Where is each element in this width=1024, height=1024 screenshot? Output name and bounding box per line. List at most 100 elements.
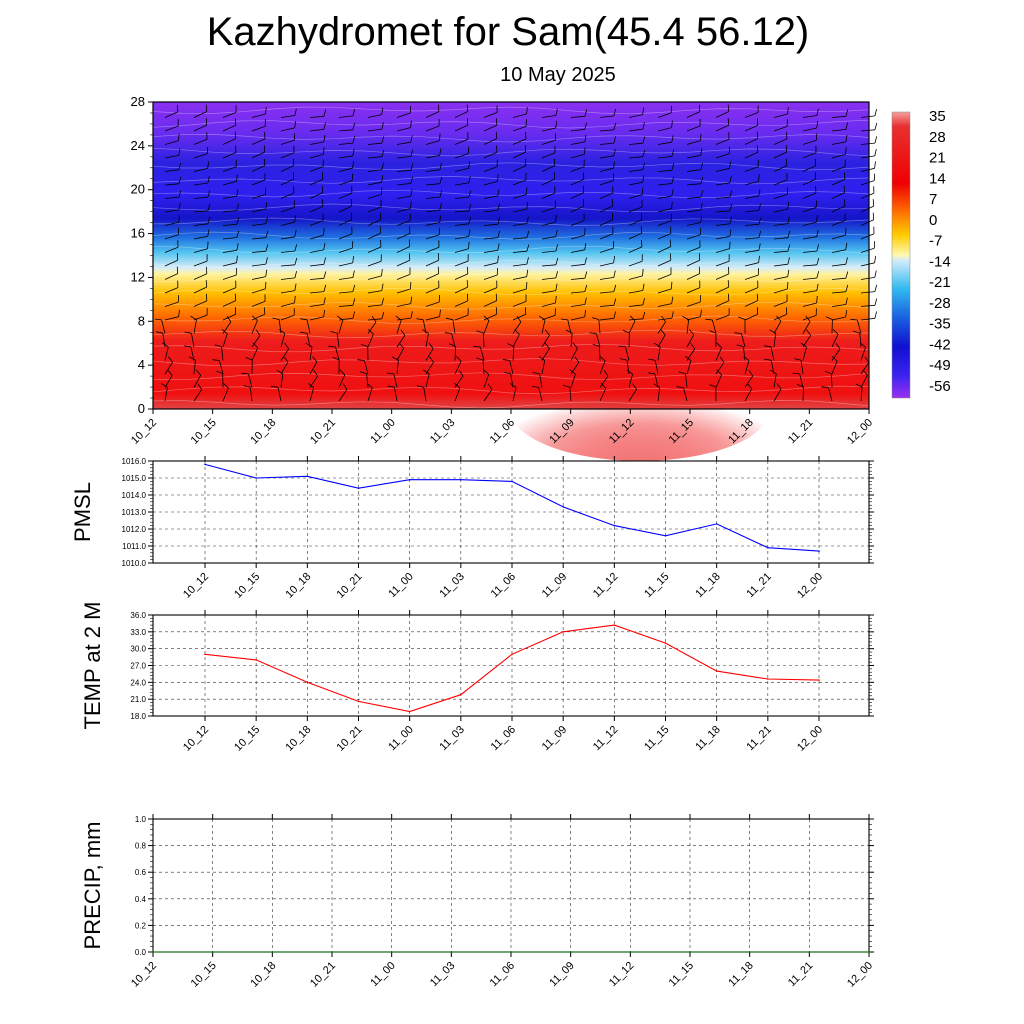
- wind-barb-flag: [410, 311, 413, 319]
- wind-barb-flag: [161, 383, 168, 388]
- wind-barb-shaft: [480, 346, 485, 361]
- y-tick-label: 30.0: [130, 645, 146, 654]
- wind-barb-shaft: [860, 262, 875, 267]
- wind-barb-shaft: [483, 320, 490, 334]
- precip-point: [510, 951, 512, 953]
- x-tick-label: 11_12: [591, 724, 621, 754]
- wind-barb-flag: [555, 257, 559, 265]
- precip-point: [629, 951, 632, 953]
- wind-barb-shaft: [686, 259, 700, 267]
- wind-barb-shaft: [367, 333, 374, 348]
- wind-barb-shaft: [744, 249, 759, 253]
- wind-barb-shaft: [741, 333, 746, 348]
- wind-barb-shaft: [654, 373, 659, 388]
- temp-2m-point: [511, 653, 513, 656]
- wind-barb-shaft: [454, 168, 469, 172]
- wind-barb-flag: [294, 257, 298, 265]
- wind-barb-flag: [294, 229, 297, 237]
- wind-barb-shaft: [222, 195, 237, 199]
- x-tick-label: 11_09: [547, 960, 577, 990]
- wind-barb-flag: [245, 357, 253, 361]
- wind-barb-shaft: [773, 138, 788, 145]
- wind-barb-flag: [255, 329, 261, 336]
- wind-barb-flag: [816, 283, 819, 291]
- colorbar-tick-label: 21: [929, 150, 946, 167]
- wind-barb-shaft: [219, 360, 224, 375]
- wind-barb-shaft: [367, 290, 382, 294]
- wind-barb-shaft: [280, 127, 295, 132]
- wind-barb-shaft: [599, 180, 614, 186]
- wind-barb-flag: [205, 280, 208, 288]
- colorbar-tick-label: 14: [929, 170, 946, 187]
- wind-barb-shaft: [367, 219, 381, 226]
- isotherm-line: [152, 245, 870, 254]
- wind-barb-shaft: [425, 169, 440, 172]
- wind-barb-shaft: [278, 319, 282, 334]
- wind-barb-shaft: [802, 277, 817, 280]
- wind-barb-shaft: [831, 205, 845, 213]
- wind-barb-flag: [410, 120, 412, 128]
- wind-barb-shaft: [715, 362, 725, 375]
- wind-barb-shaft: [686, 319, 690, 334]
- wind-barb-flag: [676, 386, 684, 388]
- wind-barb-shaft: [570, 205, 584, 213]
- wind-barb-flag: [154, 318, 162, 321]
- wind-barb-shaft: [802, 139, 817, 145]
- wind-barb-shaft: [251, 288, 266, 294]
- wind-barb-shaft: [569, 387, 572, 402]
- wind-barb-shaft: [744, 274, 759, 280]
- wind-barb-shaft: [164, 125, 179, 132]
- wind-barb-flag: [716, 342, 722, 348]
- wind-barb-shaft: [715, 167, 730, 172]
- wind-barb-shaft: [773, 179, 788, 186]
- wind-barb-shaft: [744, 262, 759, 267]
- wind-barb-flag: [716, 369, 722, 375]
- wind-barb-shaft: [628, 181, 643, 186]
- isotherm-contours: [152, 106, 870, 409]
- wind-barb-shaft: [599, 155, 614, 159]
- wind-barb-shaft: [802, 192, 817, 199]
- wind-barb-shaft: [715, 300, 729, 307]
- x-tick-label: 11_03: [428, 960, 458, 990]
- wind-barb-shaft: [454, 182, 469, 186]
- pmsl-panel: 1010.0 1011.0 1012.0 1013.0 1014.0 1015.0 1016…: [70, 456, 874, 601]
- wind-barb-shaft: [164, 169, 179, 172]
- wind-barb-shaft: [338, 291, 353, 294]
- wind-barb-flag: [850, 318, 858, 321]
- wind-barb-flag: [620, 358, 628, 361]
- temp-2m-point: [818, 679, 820, 681]
- x-tick-label: 10_18: [283, 571, 313, 601]
- wind-barb-shaft: [831, 373, 833, 388]
- wind-barb-flag: [709, 384, 717, 388]
- wind-barb-shaft: [454, 138, 469, 145]
- wind-barb-flag: [184, 331, 192, 334]
- wind-barb-flag: [323, 271, 327, 279]
- wind-barb-shaft: [860, 167, 875, 172]
- precip-point: [868, 951, 870, 953]
- colorbar-tick-label: -7: [929, 233, 942, 250]
- colorbar-frame: [891, 111, 911, 399]
- wind-barb-flag: [497, 243, 500, 251]
- wind-barb-shaft: [599, 291, 614, 294]
- wind-barb-shaft: [367, 169, 382, 172]
- wind-barb-flag: [507, 343, 515, 347]
- wind-barb-flag: [332, 357, 340, 361]
- wind-barb-shaft: [628, 219, 642, 226]
- wind-barb-flag: [845, 122, 848, 130]
- y-tick-label: 1013.0: [122, 508, 147, 517]
- wind-barb-flag: [339, 369, 346, 376]
- wind-barb-shaft: [367, 387, 373, 402]
- wind-barb-shaft: [860, 219, 874, 226]
- wind-barb-flag: [178, 162, 181, 170]
- wind-barb-flag: [495, 131, 498, 139]
- wind-barb-shaft: [802, 386, 804, 402]
- colorbar-tick-label: -28: [929, 295, 951, 312]
- wind-barb-shaft: [396, 112, 411, 118]
- wind-barb-shaft: [744, 138, 758, 145]
- wind-barb-shaft: [454, 361, 462, 375]
- wind-barb-shaft: [541, 192, 556, 199]
- wind-barb-flag: [439, 190, 443, 198]
- wind-barb-flag: [792, 372, 800, 375]
- wind-barb-shaft: [715, 210, 730, 213]
- wind-barb-flag: [835, 342, 841, 350]
